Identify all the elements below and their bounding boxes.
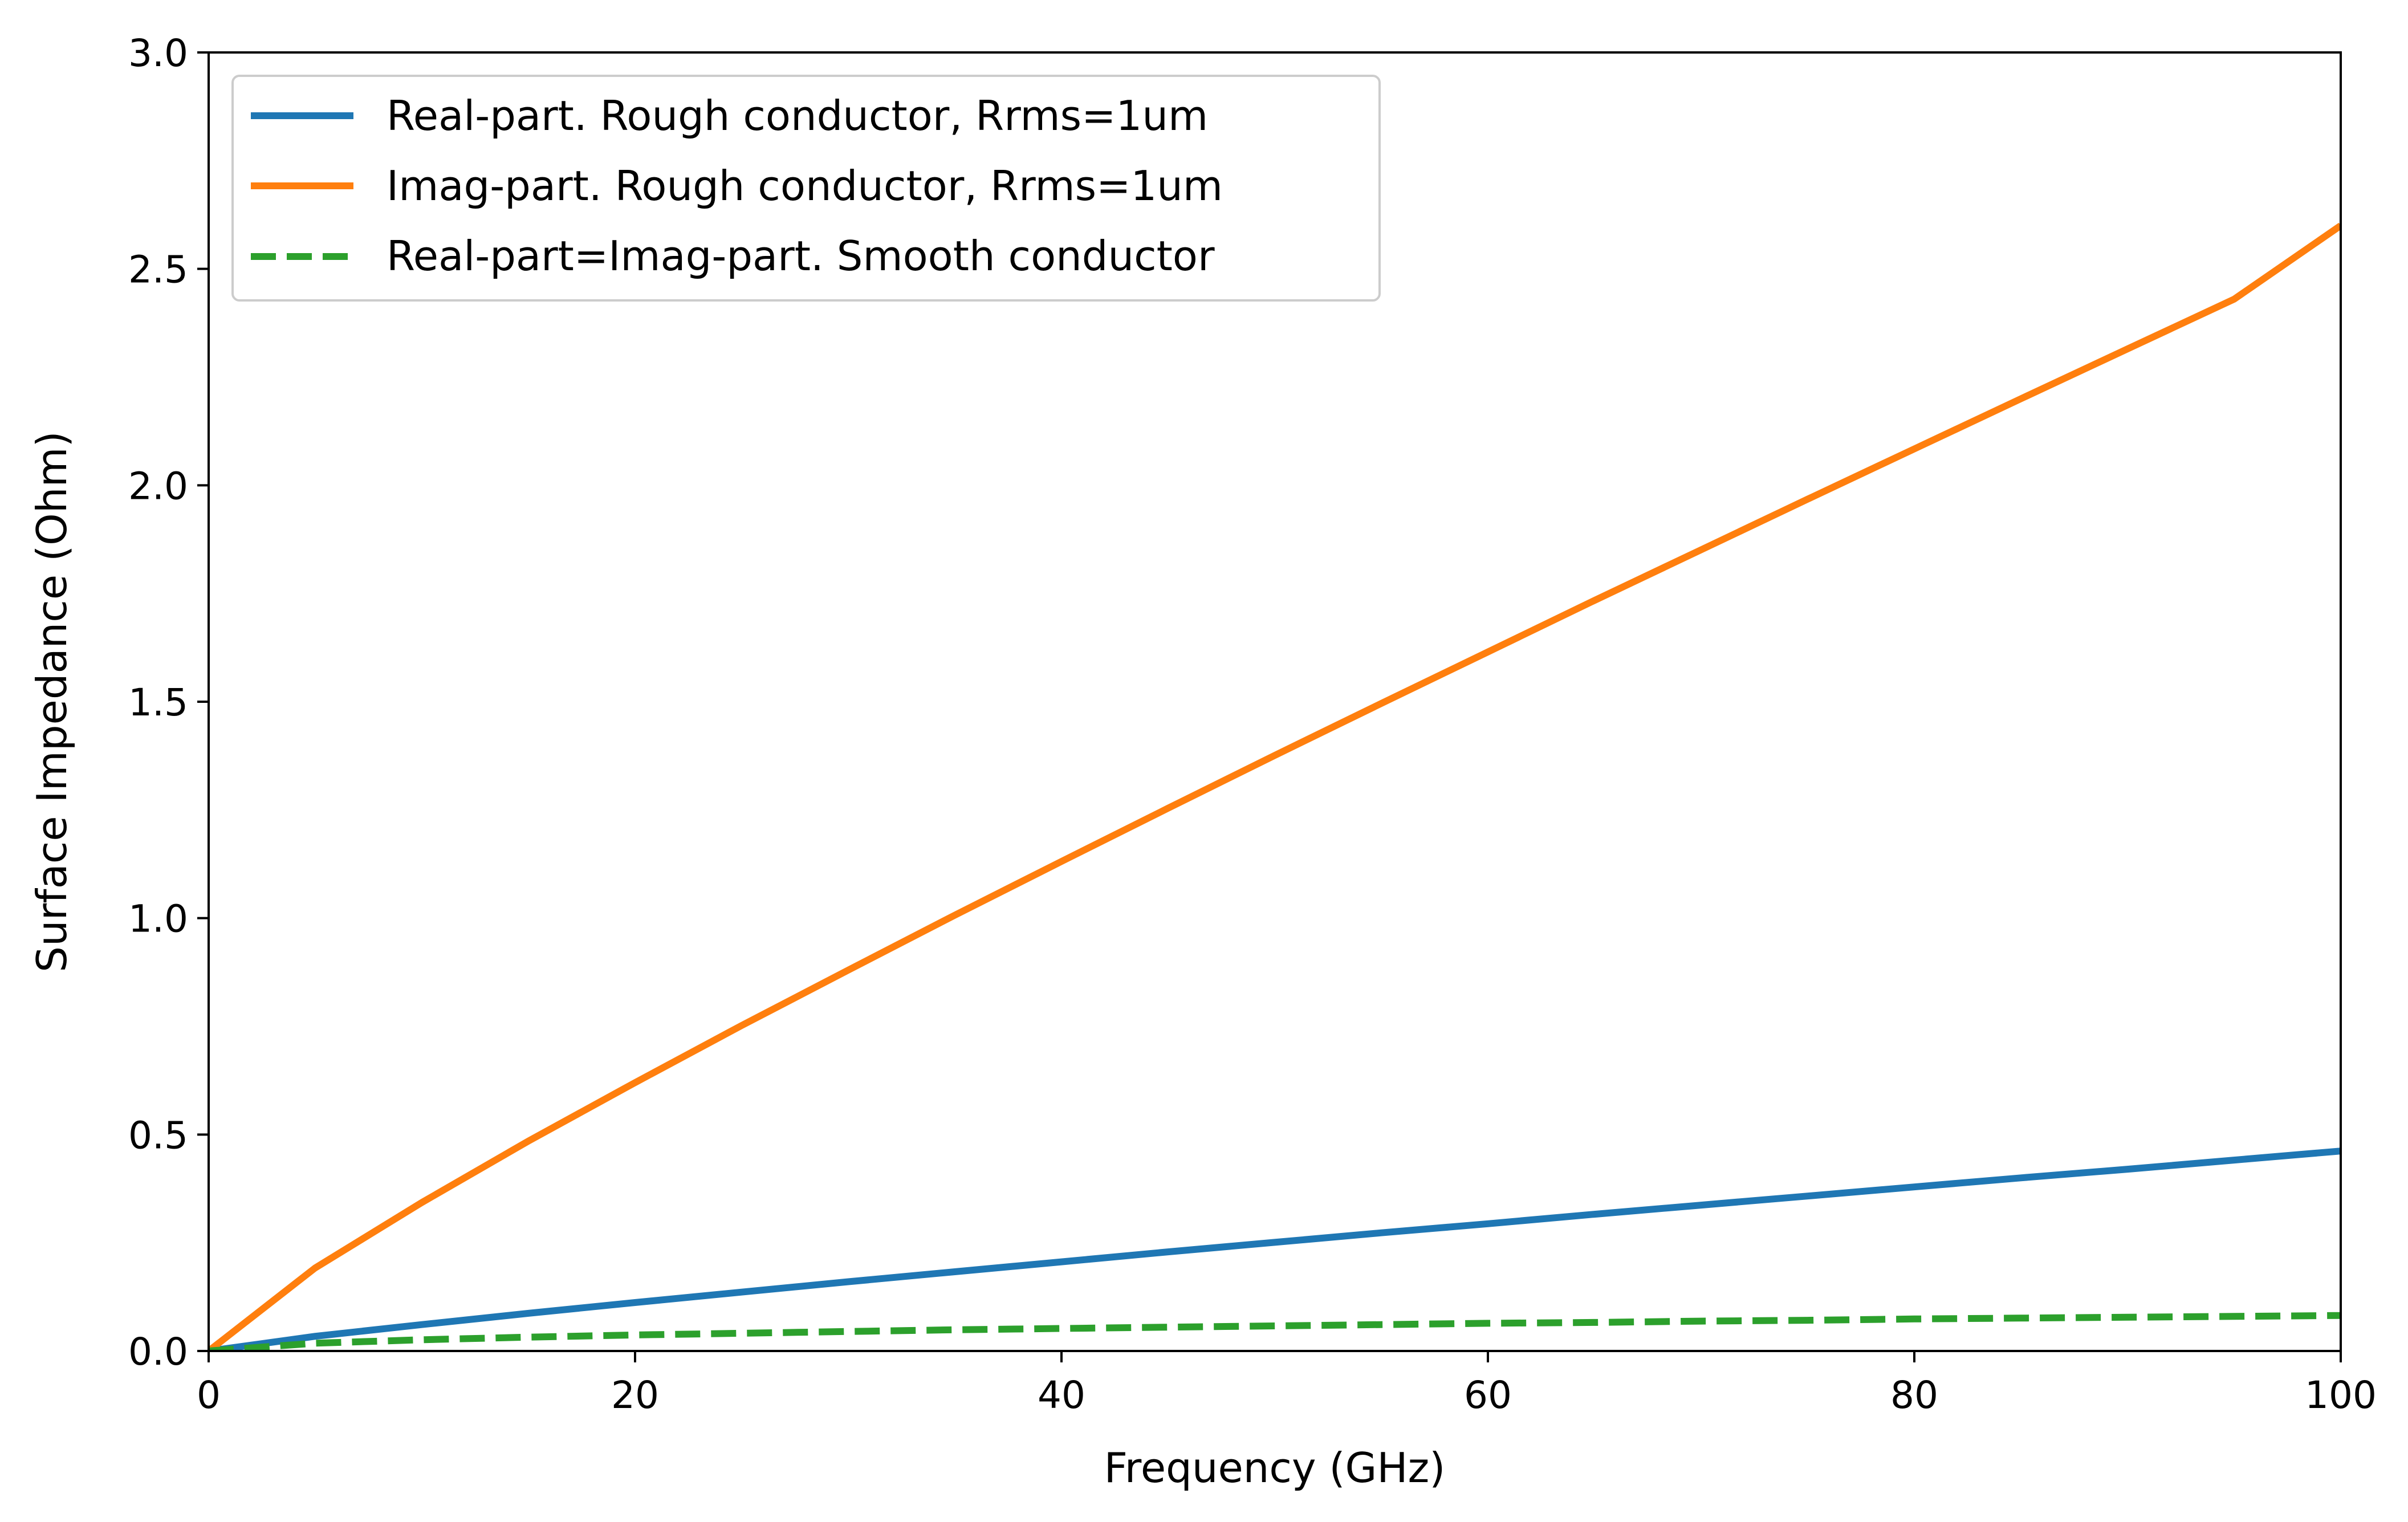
y-tick-label: 0.5 [128, 1113, 188, 1157]
legend: Real-part. Rough conductor, Rrms=1um Ima… [231, 75, 1381, 302]
y-tick-label: 2.0 [128, 464, 188, 508]
x-tick-label: 40 [1038, 1373, 1085, 1417]
y-tick-label: 2.5 [128, 248, 188, 292]
legend-label-smooth: Real-part=Imag-part. Smooth conductor [387, 232, 1215, 280]
y-tick-label: 1.5 [128, 681, 188, 725]
y-axis-title: Surface Impedance (Ohm) [28, 431, 76, 972]
series-line-2 [209, 1312, 2341, 1351]
y-axis-ticks: 0.0 0.5 1.0 1.5 2.0 2.5 3.0 [128, 31, 209, 1374]
legend-box [231, 75, 1381, 302]
x-axis-title: Frequency (GHz) [1104, 1444, 1446, 1492]
series-line-1 [209, 222, 2341, 1351]
x-tick-label: 0 [197, 1373, 221, 1417]
legend-label-imag-rough: Imag-part. Rough conductor, Rrms=1um [387, 162, 1223, 210]
x-tick-label: 80 [1890, 1373, 1938, 1417]
series-line-0 [209, 1147, 2341, 1351]
y-tick-label: 0.0 [128, 1330, 188, 1374]
x-tick-label: 20 [611, 1373, 659, 1417]
series-layer [209, 222, 2341, 1351]
x-tick-label: 60 [1464, 1373, 1512, 1417]
x-axis-ticks: 0 20 40 60 80 100 [197, 1351, 2377, 1417]
y-tick-label: 1.0 [128, 897, 188, 941]
x-tick-label: 100 [2305, 1373, 2377, 1417]
legend-label-real-rough: Real-part. Rough conductor, Rrms=1um [387, 92, 1208, 140]
y-tick-label: 3.0 [128, 31, 188, 75]
